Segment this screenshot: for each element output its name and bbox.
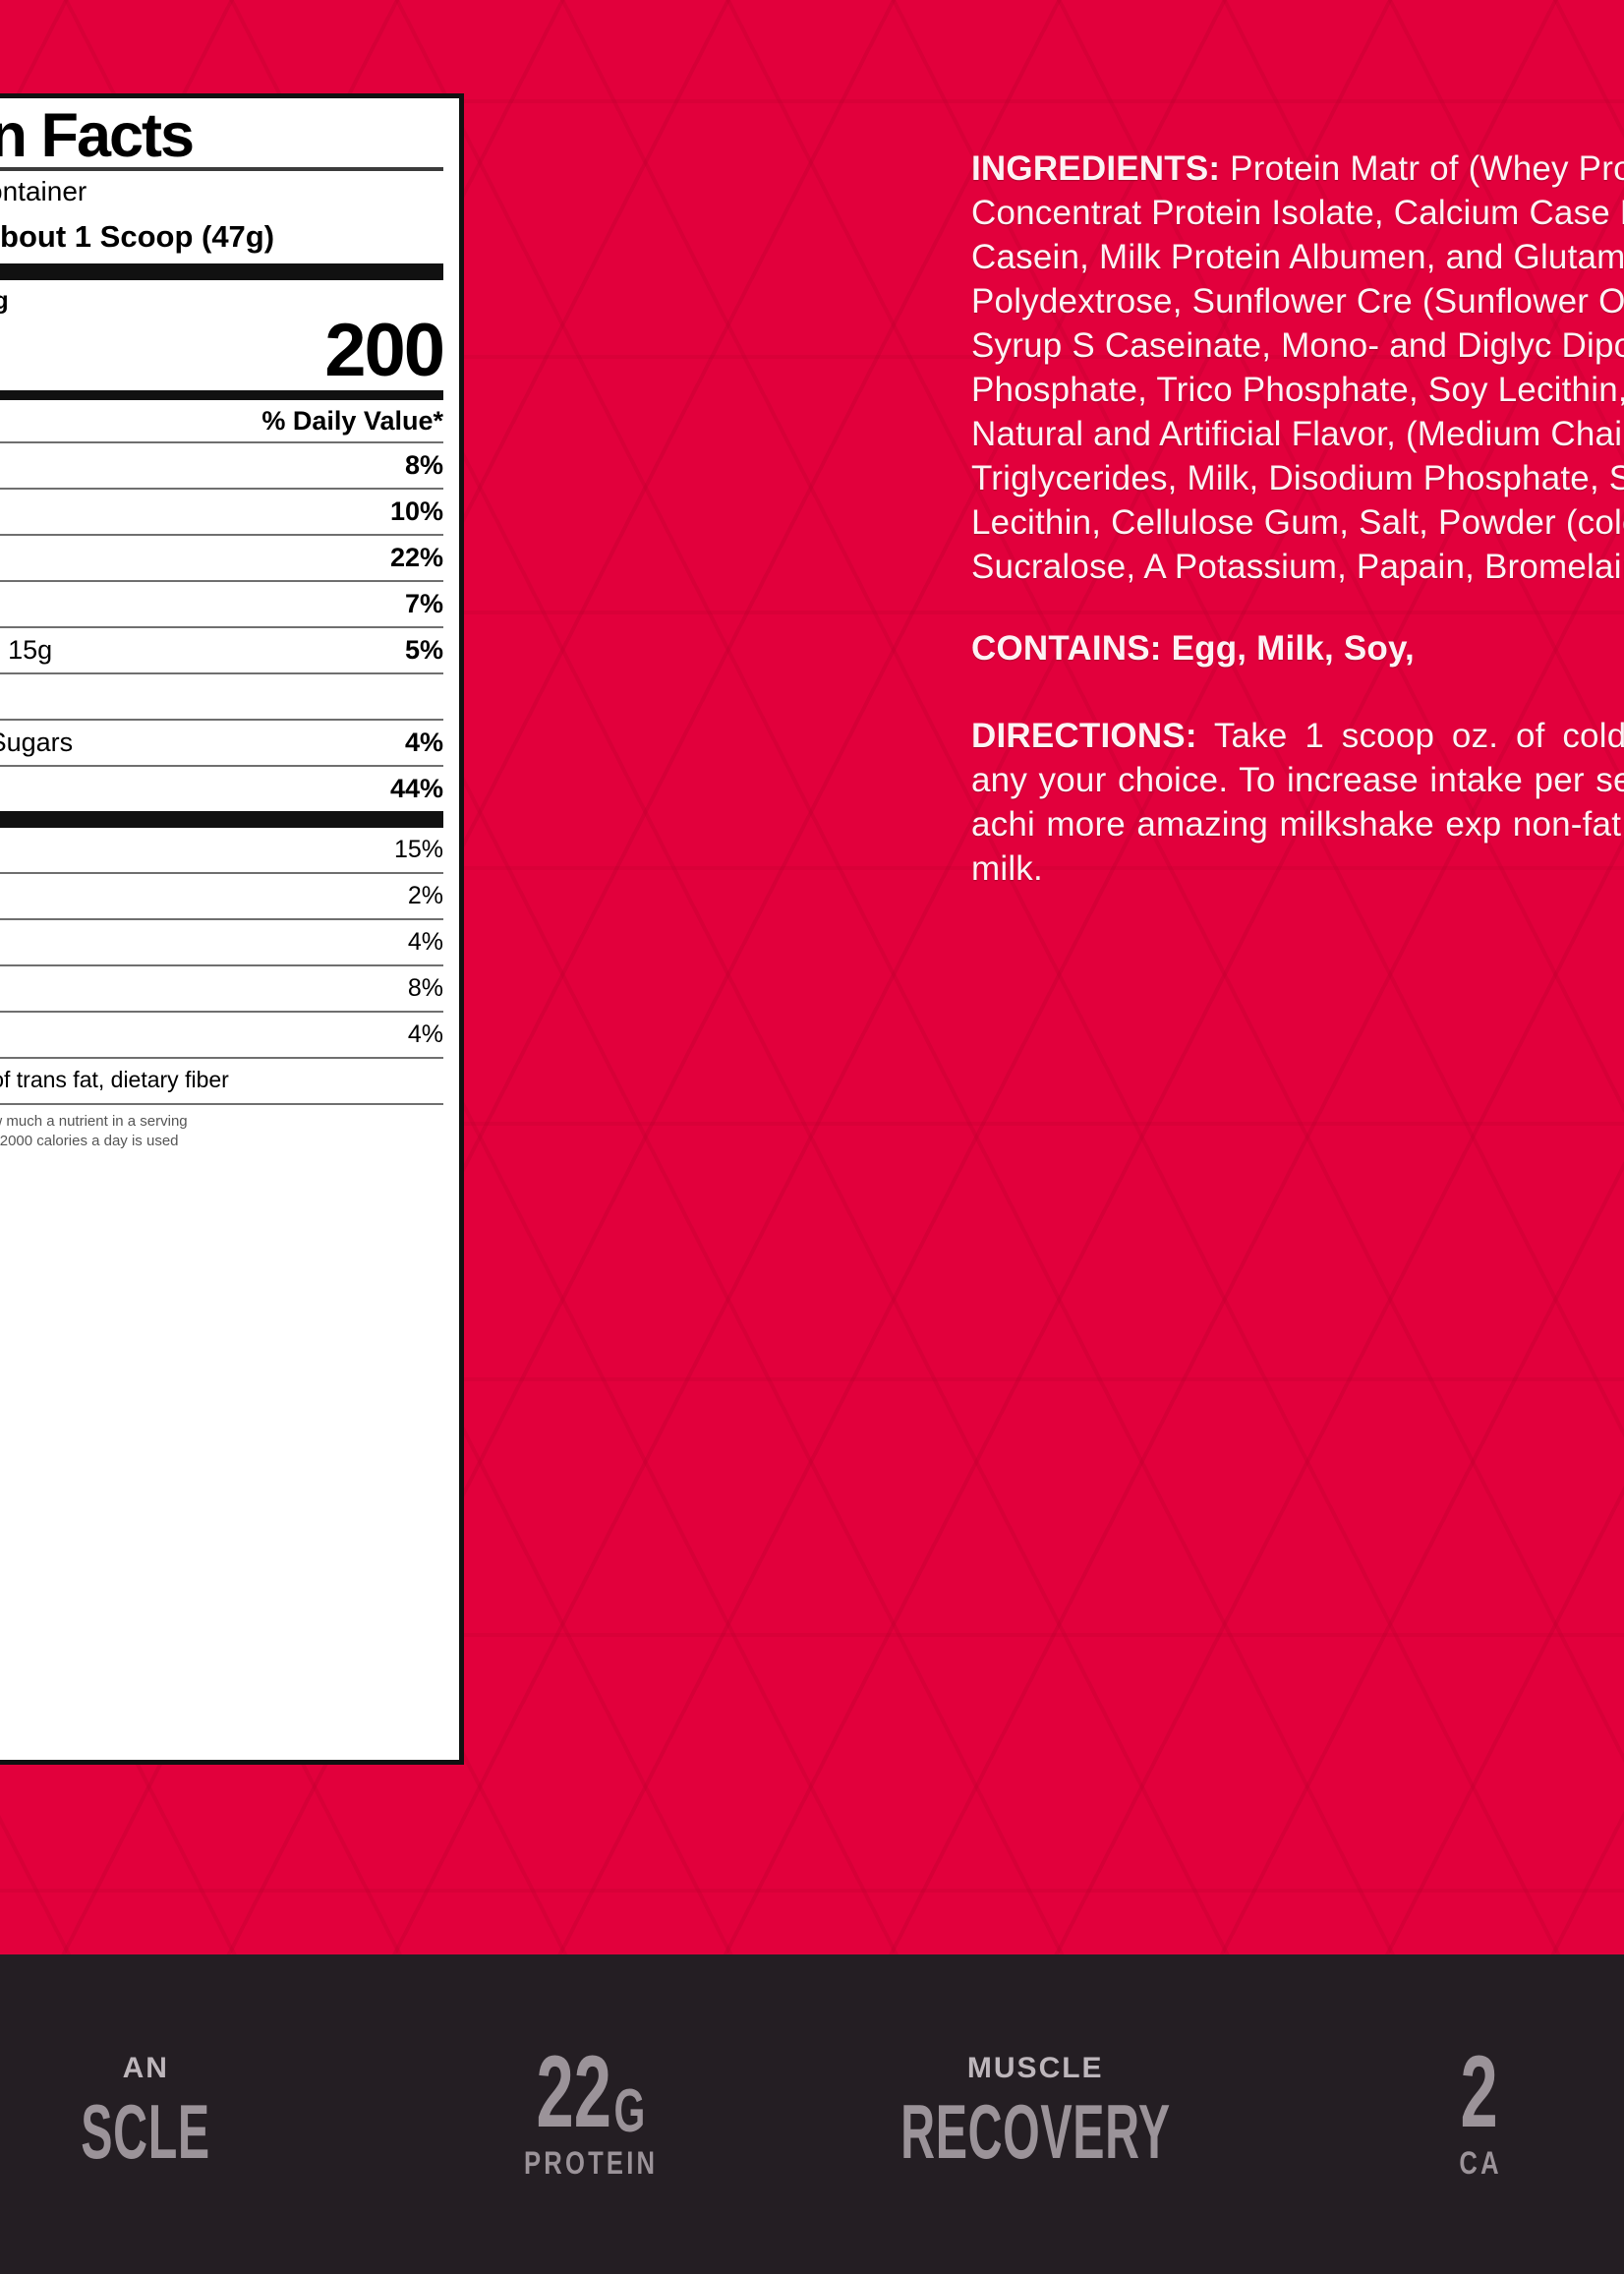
daily-value-percent: 8%	[404, 450, 443, 481]
badge-number-unit: G	[613, 2077, 646, 2145]
badge-big-label: SCLE	[81, 2088, 210, 2175]
directions-text: Take 1 scoop oz. of cold water or any yo…	[971, 716, 1624, 888]
badge-caption: PROTEIN	[523, 2144, 658, 2181]
daily-value-percent: 5%	[404, 635, 443, 666]
daily-value-percent: 44%	[389, 774, 443, 804]
divider	[0, 441, 443, 444]
table-row: 00mg 8%	[0, 966, 443, 1011]
nutrition-facts-title: ition Facts	[0, 101, 195, 170]
feature-badge-banner: AN SCLE 22 G PROTEIN MUSCLE RECOVERY 2 CA	[0, 1954, 1624, 2274]
divider	[0, 1011, 443, 1014]
divider	[0, 167, 443, 172]
servings-per-container: s per container	[0, 176, 87, 207]
label-copy-column: INGREDIENTS: Protein Matr of (Whey Prote…	[971, 147, 1624, 929]
daily-value-percent: 10%	[389, 496, 443, 527]
serving-size-value: About 1 Scoop (47g)	[0, 219, 275, 255]
badge-big-label: RECOVERY	[899, 2088, 1171, 2175]
daily-value-footnote: e tells you how much a nutrient in a ser…	[0, 1113, 188, 1149]
table-row: Added Sugars 4%	[0, 728, 443, 758]
serving-size-row: ze About 1 Scoop (47g)	[0, 213, 443, 263]
divider	[0, 488, 443, 491]
divider-thick	[0, 263, 443, 281]
divider	[0, 719, 443, 722]
divider	[0, 672, 443, 675]
ingredients-text: Protein Matr of (Whey Protein Concentrat…	[971, 149, 1624, 586]
contains-heading: CONTAINS:	[971, 628, 1162, 668]
table-row: l 65mg 22%	[0, 536, 443, 580]
daily-value-percent: 2%	[407, 882, 443, 910]
badge-small-label: MUSCLE	[966, 2052, 1104, 2084]
divider	[0, 964, 443, 967]
table-row: 3g	[0, 674, 443, 719]
daily-value-percent: 7%	[404, 589, 443, 619]
daily-value-percent: 15%	[393, 836, 443, 864]
divider	[0, 765, 443, 768]
not-a-significant-source-note: t source of trans fat, dietary fiber	[0, 1067, 229, 1093]
table-row: 5mg 4%	[0, 1013, 443, 1057]
divider	[0, 918, 443, 921]
divider	[0, 580, 443, 583]
divider	[0, 626, 443, 629]
badge-protein-grams: 22 G PROTEIN	[369, 2035, 814, 2182]
badge-caption: CA	[1459, 2144, 1502, 2181]
divider	[0, 534, 443, 537]
divider	[0, 1103, 443, 1106]
table-row: 44%	[0, 767, 443, 811]
directions-heading: DIRECTIONS:	[971, 716, 1197, 755]
badge-number: 2	[1460, 2035, 1500, 2150]
nutrition-facts-panel: ition Facts s per container ze About 1 S…	[0, 93, 464, 1765]
badge-number-value: 2	[1460, 2035, 1498, 2150]
divider	[0, 872, 443, 875]
divider-thick	[0, 811, 443, 829]
daily-value-percent: 4%	[404, 728, 443, 758]
daily-value-header: % Daily Value*	[261, 406, 443, 437]
daily-value-percent: 8%	[407, 974, 443, 1003]
ingredients-heading: INGREDIENTS:	[971, 149, 1221, 188]
amount-per-serving: r serving	[0, 280, 443, 316]
contains-text: Egg, Milk, Soy,	[1161, 628, 1415, 668]
divider	[0, 1057, 443, 1060]
calories-row: ies 200	[0, 309, 445, 393]
badge-lean-muscle: AN SCLE	[0, 2052, 369, 2177]
badge-small-label: AN	[122, 2052, 169, 2084]
calories-value: 200	[324, 309, 445, 393]
contains-block: CONTAINS: Egg, Milk, Soy,	[971, 627, 1624, 671]
table-row: mg 7%	[0, 582, 443, 626]
divider-black	[0, 390, 443, 401]
table-row: 0mg 4%	[0, 920, 443, 964]
table-row: hydrate 15g 5%	[0, 635, 443, 666]
table-row: 8%	[0, 443, 443, 488]
table-row: 2%	[0, 874, 443, 918]
table-row: g 15%	[0, 828, 443, 872]
badge-number-value: 22	[536, 2035, 611, 2150]
badge-number: 22 G	[536, 2035, 646, 2150]
badge-muscle-recovery: MUSCLE RECOVERY	[813, 2052, 1258, 2177]
daily-value-percent: 4%	[407, 928, 443, 957]
badge-calories: 2 CA	[1258, 2035, 1624, 2182]
table-row: t 2g 10%	[0, 490, 443, 534]
daily-value-percent: 4%	[407, 1020, 443, 1049]
directions-block: DIRECTIONS: Take 1 scoop oz. of cold wat…	[971, 715, 1624, 892]
ingredients-block: INGREDIENTS: Protein Matr of (Whey Prote…	[971, 147, 1624, 590]
daily-value-percent: 22%	[389, 543, 443, 573]
